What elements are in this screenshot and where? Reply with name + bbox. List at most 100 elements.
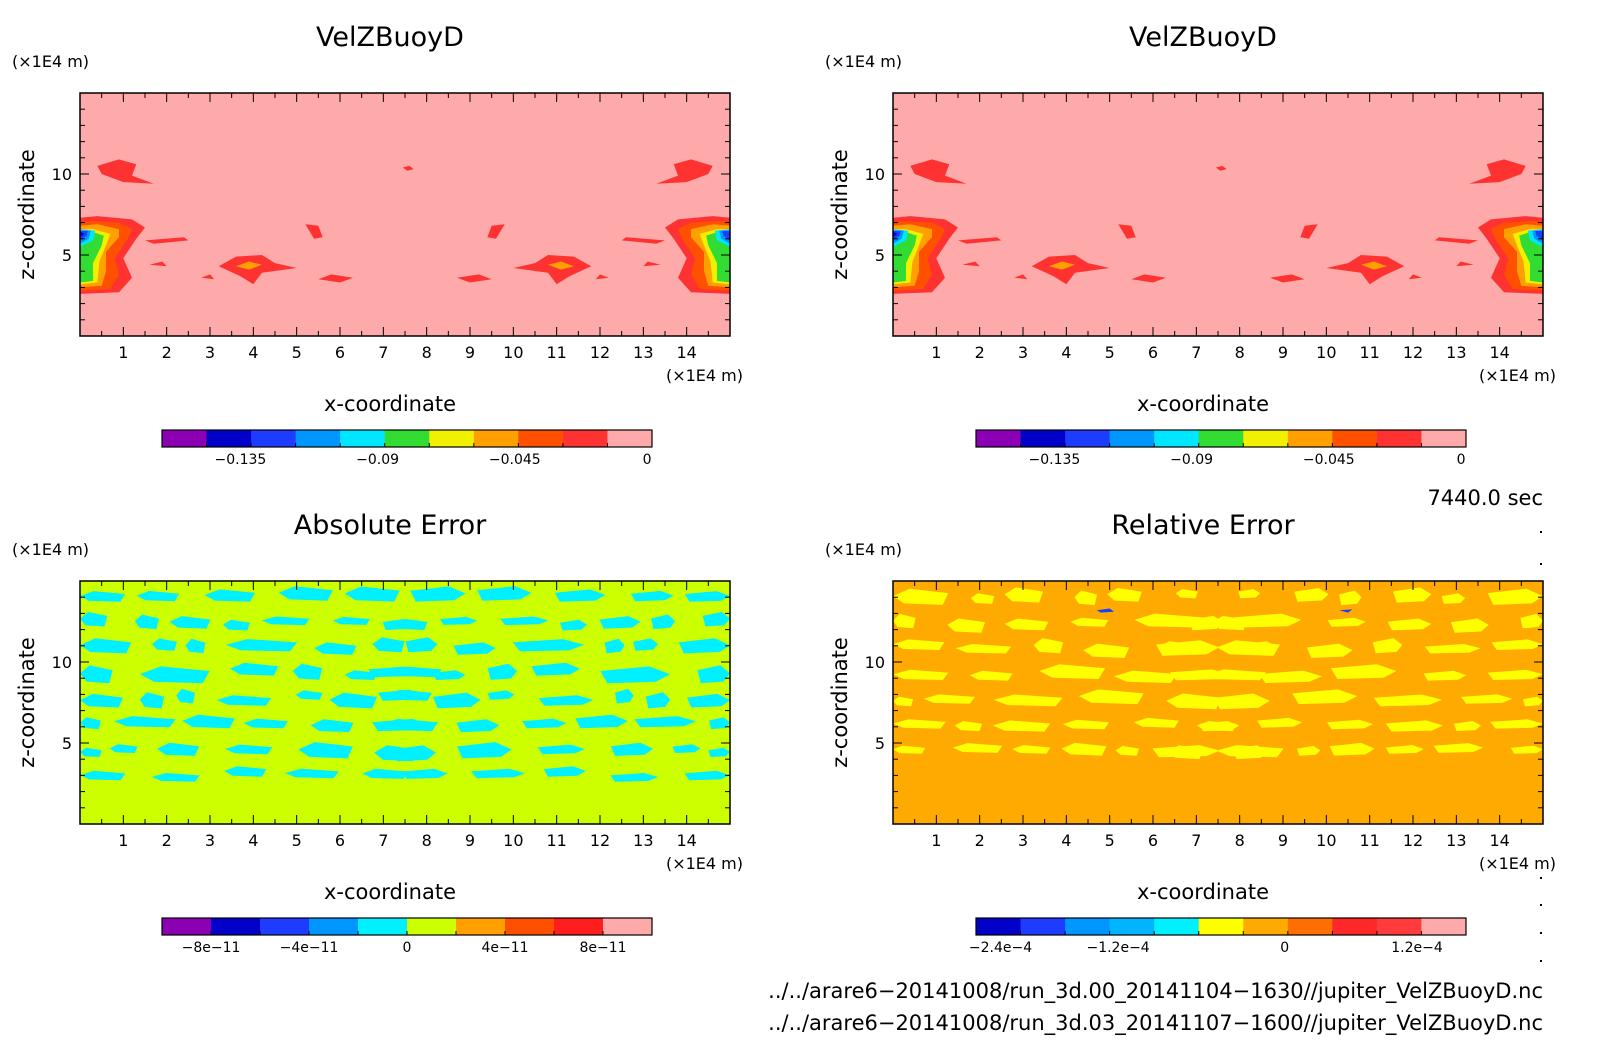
contour-region xyxy=(487,663,518,680)
x-tick-label: 4 xyxy=(248,831,258,850)
colorbar-segment xyxy=(407,918,457,935)
contour-region xyxy=(216,695,272,706)
contour-region xyxy=(709,717,730,730)
colorbar-segment xyxy=(1332,918,1378,935)
x-tick-label: 1 xyxy=(931,343,941,362)
contour-region xyxy=(305,224,323,239)
y-unit-label: (×1E4 m) xyxy=(12,52,89,71)
contour-region xyxy=(543,766,586,777)
x-tick-label: 4 xyxy=(1061,831,1071,850)
x-tick-label: 8 xyxy=(422,343,432,362)
contour-region xyxy=(702,612,730,627)
contour-region xyxy=(329,692,377,709)
contour-region xyxy=(261,616,310,626)
contour-region xyxy=(1166,693,1222,710)
contour-region xyxy=(708,747,730,757)
colorbar: −8e−11 −4e−11 0 4e−11 8e−11 xyxy=(161,917,653,956)
contour-region xyxy=(631,590,674,602)
contour-region xyxy=(1490,719,1543,729)
y-axis xyxy=(80,596,730,809)
contour-region xyxy=(1189,615,1224,631)
contour-region xyxy=(318,274,353,283)
contour-region xyxy=(182,714,235,729)
colorbar-segment xyxy=(505,918,555,935)
contour-region xyxy=(243,718,288,729)
contour-region xyxy=(643,261,661,267)
contour-region xyxy=(531,662,580,676)
contour-region xyxy=(1238,589,1261,599)
file-path-1: ../../arare6−20141008/run_3d.00_20141104… xyxy=(768,979,1543,1004)
x-tick-label: 3 xyxy=(205,343,215,362)
colorbar: −0.135 −0.09 −0.045 0 xyxy=(161,429,653,468)
contour-region xyxy=(140,666,210,684)
contour-region xyxy=(1469,159,1526,184)
contour-region xyxy=(656,159,713,184)
contour-region xyxy=(1170,669,1230,681)
contour-region xyxy=(405,637,438,653)
contour-region xyxy=(456,719,500,733)
panel-3: Absolute Error(×1E4 m)1 2 3 4 5 6 7 8 9 10 11 12 13 1… xyxy=(12,510,743,956)
x-tick-label: 11 xyxy=(546,831,566,850)
x-tick-label: 13 xyxy=(1446,343,1466,362)
x-axis xyxy=(101,581,709,824)
colorbar-segment xyxy=(607,430,653,447)
contour-region xyxy=(1113,670,1177,683)
contour-region xyxy=(1327,719,1374,730)
contour-region xyxy=(1012,745,1051,754)
colorbar-segment xyxy=(1198,918,1244,935)
contour-region xyxy=(1133,717,1179,728)
contour-region xyxy=(402,165,414,171)
contour-region xyxy=(1131,274,1166,283)
x-tick-label: 7 xyxy=(1191,831,1201,850)
y-axis-label: z-coordinate xyxy=(828,637,852,768)
contour-region xyxy=(1491,639,1543,650)
x-axis-label: x-coordinate xyxy=(324,880,456,904)
colorbar-segment xyxy=(429,430,475,447)
colorbar-tick-label: −0.135 xyxy=(1028,452,1080,468)
x-tick-label: 4 xyxy=(1061,343,1071,362)
contour-region xyxy=(1107,588,1142,602)
contour-region xyxy=(139,692,165,709)
x-tick-label: 13 xyxy=(633,831,653,850)
contour-region xyxy=(378,689,424,701)
contour-region xyxy=(230,662,279,676)
colorbar-tick-label: −0.045 xyxy=(489,452,541,468)
colorbar-segment xyxy=(162,430,208,447)
contour-region xyxy=(1461,694,1513,704)
x-tick-label: 12 xyxy=(1403,831,1423,850)
colorbar: −0.135 −0.09 −0.045 0 xyxy=(975,429,1467,468)
contour-region xyxy=(433,692,481,709)
colorbar-segment xyxy=(1154,430,1200,447)
x-tick-label: 5 xyxy=(1105,343,1115,362)
x-tick-label: 1 xyxy=(118,343,128,362)
y-axis xyxy=(893,596,1543,809)
contour-region xyxy=(923,694,975,704)
colorbar-segment xyxy=(1065,430,1111,447)
contour-region xyxy=(278,586,333,601)
colorbar-segment xyxy=(1376,430,1422,447)
x-tick-label: 14 xyxy=(1489,343,1509,362)
x-tick-label: 10 xyxy=(1316,831,1336,850)
contour-region xyxy=(1423,670,1467,681)
x-axis xyxy=(914,93,1522,336)
colorbar-tick-label: −1.2e−4 xyxy=(1086,940,1149,956)
colorbar-segment xyxy=(1376,918,1422,935)
colorbar-tick-label: 0 xyxy=(1280,940,1289,956)
colorbar-tick-label: −0.09 xyxy=(356,452,399,468)
x-tick-label: 2 xyxy=(162,343,172,362)
contour-region xyxy=(457,274,492,283)
contour-region xyxy=(225,744,273,755)
contour-region xyxy=(687,693,730,708)
contour-region xyxy=(1212,615,1247,631)
contour-region xyxy=(410,586,466,602)
contour-region xyxy=(1456,261,1474,267)
contour-region xyxy=(1096,608,1114,613)
contour-region xyxy=(621,237,665,244)
colorbar-segment xyxy=(603,918,653,935)
y-tick-label: 5 xyxy=(875,734,885,753)
contour-region xyxy=(224,766,267,777)
contour-region xyxy=(1199,721,1240,732)
contour-region xyxy=(992,720,1051,732)
contour-region xyxy=(600,666,670,684)
panel-2: VelZBuoyD(×1E4 m)1 2 3 4 5 6 7 8 9 10 11 12 13 14510z… xyxy=(825,22,1556,468)
